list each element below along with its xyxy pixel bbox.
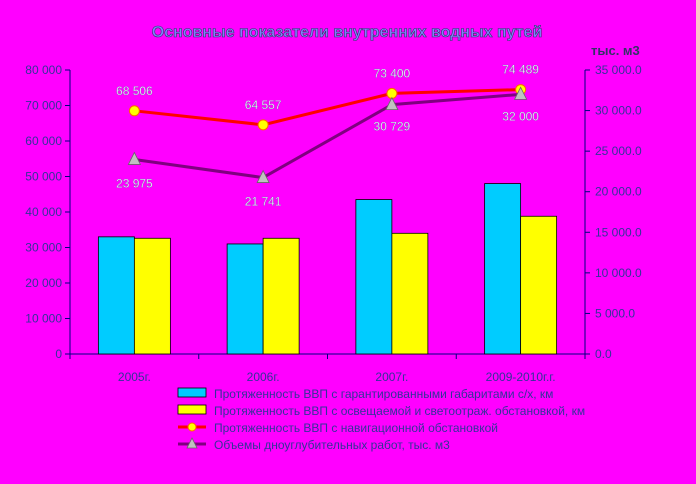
legend-swatch <box>177 404 207 415</box>
right-tick-label: 0.0 <box>595 347 612 361</box>
data-label: 21 741 <box>245 195 282 209</box>
left-tick-label: 20 000 <box>25 276 62 290</box>
triangle-marker <box>513 86 528 100</box>
legend-label: Протяженность ВВП с навигационной обстан… <box>214 421 498 435</box>
circle-marker <box>257 119 269 131</box>
data-label: 32 000 <box>502 109 539 123</box>
circle-marker <box>128 105 140 117</box>
x-tick-label: 2005г. <box>118 370 151 384</box>
left-tick-label: 30 000 <box>25 241 62 255</box>
legend-swatch <box>177 387 207 398</box>
legend-label: Протяженность ВВП с гарантированными габ… <box>214 387 553 401</box>
bar <box>133 237 171 355</box>
bar <box>520 215 558 355</box>
right-tick-label: 25 000.0 <box>595 144 642 158</box>
bar <box>226 243 264 355</box>
chart-title: Основные показатели внутренних водных пу… <box>152 24 543 41</box>
data-label: 68 506 <box>116 84 153 98</box>
data-label: 23 975 <box>116 176 153 190</box>
bar <box>97 236 135 355</box>
data-label: 30 729 <box>374 120 411 134</box>
left-tick-label: 70 000 <box>25 99 62 113</box>
bar <box>262 237 300 355</box>
legend-marker <box>186 437 198 449</box>
data-label: 73 400 <box>374 66 411 80</box>
left-tick-label: 0 <box>55 347 62 361</box>
right-tick-label: 30 000.0 <box>595 104 642 118</box>
triangle-marker <box>385 96 399 111</box>
bar <box>484 183 522 355</box>
left-tick-label: 40 000 <box>25 205 62 219</box>
bar <box>355 199 393 355</box>
series-line <box>134 88 521 127</box>
right-tick-label: 35 000.0 <box>595 63 642 77</box>
left-tick-label: 60 000 <box>25 134 62 148</box>
x-tick-label: 2007г. <box>375 370 408 384</box>
right-tick-label: 20 000.0 <box>595 185 642 199</box>
series-line <box>134 92 521 180</box>
triangle-marker <box>127 151 142 165</box>
right-tick-label: 5 000.0 <box>595 306 635 320</box>
bar <box>391 232 429 355</box>
left-tick-label: 50 000 <box>25 170 62 184</box>
right-tick-label: 15 000.0 <box>595 225 642 239</box>
right-axis-unit: тыс. м3 <box>591 43 640 58</box>
legend-marker <box>187 422 197 432</box>
left-tick-label: 80 000 <box>25 63 62 77</box>
x-tick-label: 2006г. <box>247 370 280 384</box>
legend-label: Объемы дноуглубительных работ, тыс. м3 <box>214 438 450 452</box>
data-label: 74 489 <box>502 63 539 77</box>
left-tick-label: 10 000 <box>25 312 62 326</box>
triangle-marker <box>256 169 270 183</box>
data-label: 64 557 <box>245 98 282 112</box>
x-tick-label: 2009-2010г.г. <box>486 370 556 384</box>
right-tick-label: 10 000.0 <box>595 266 642 280</box>
legend-label: Протяженность ВВП с освещаемой и светоот… <box>214 404 585 418</box>
